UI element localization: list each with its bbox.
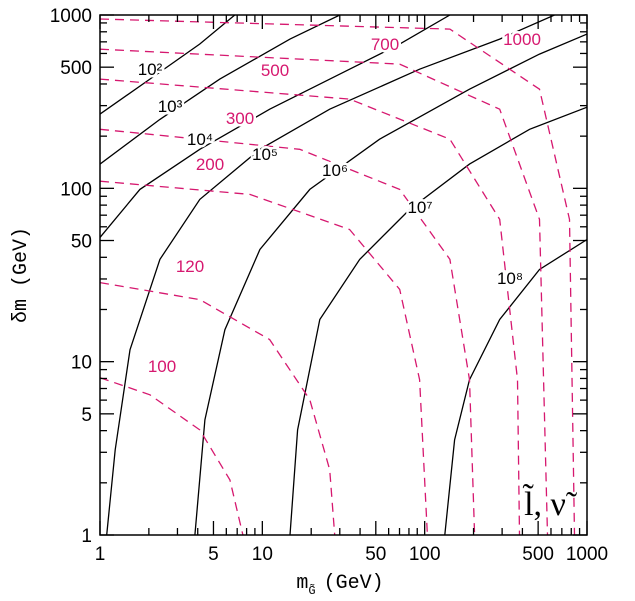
dashed-contour — [100, 78, 521, 535]
contour-label: 1000 — [503, 30, 541, 49]
dashed-contour — [100, 281, 336, 535]
y-tick-label: 1 — [81, 526, 92, 547]
y-tick-label: 5 — [81, 405, 92, 426]
contour-label: 10⁷ — [407, 198, 432, 217]
x-label-unit: (GeV) — [324, 572, 384, 595]
x-tick-label: 500 — [522, 544, 554, 565]
contour-label: 700 — [371, 35, 399, 54]
x-tick-label: 1 — [95, 544, 106, 565]
contour-label: 200 — [196, 155, 224, 174]
contour-label: 10⁴ — [187, 130, 213, 149]
y-tick-label: 1000 — [50, 6, 92, 27]
solid-contour — [106, 15, 555, 535]
solid-contour — [444, 238, 587, 535]
annotation: l̃, ν̃ — [522, 483, 577, 523]
contour-label: 500 — [261, 61, 289, 80]
contour-label: 10² — [138, 60, 163, 79]
x-label-sub: G̃ — [308, 582, 315, 598]
x-label-main: m — [296, 572, 308, 595]
plot-frame — [99, 14, 588, 536]
solid-contour — [100, 15, 341, 165]
solid-contour — [194, 33, 587, 535]
dashed-contour — [100, 128, 476, 535]
contour-label: 10⁵ — [252, 145, 278, 164]
contour-label: 120 — [176, 257, 204, 276]
x-tick-label: 1000 — [566, 544, 608, 565]
contour-label: 300 — [226, 109, 254, 128]
y-tick-label: 10 — [71, 353, 92, 374]
contour-label: 10⁶ — [322, 161, 348, 180]
dashed-contour — [100, 377, 244, 535]
dashed-contour — [100, 48, 549, 535]
contour-label: 100 — [148, 357, 176, 376]
y-axis-label: δm (GeV) — [10, 227, 33, 323]
x-tick-label: 5 — [208, 544, 219, 565]
x-tick-label: 100 — [409, 544, 441, 565]
plot-area — [100, 15, 587, 535]
dashed-contour — [100, 18, 576, 535]
y-tick-label: 50 — [71, 232, 92, 253]
solid-contour — [100, 15, 451, 238]
y-tick-label: 500 — [60, 58, 92, 79]
dashed-contour — [100, 180, 429, 535]
x-tick-label: 10 — [252, 544, 273, 565]
solid-contour — [289, 106, 587, 535]
contour-label: 10³ — [158, 97, 183, 116]
x-tick-label: 50 — [365, 544, 386, 565]
solid-contour — [100, 15, 236, 115]
x-axis-label: mG̃ (GeV) — [296, 572, 383, 598]
contour-label: 10⁸ — [497, 269, 523, 288]
y-tick-label: 100 — [60, 179, 92, 200]
